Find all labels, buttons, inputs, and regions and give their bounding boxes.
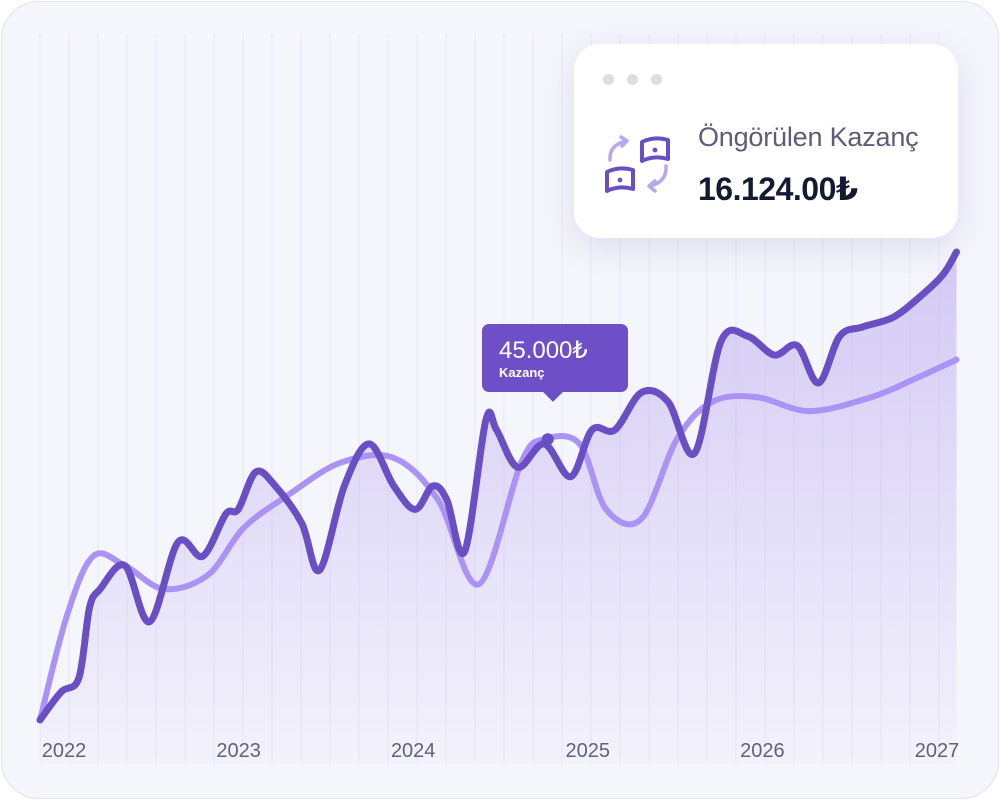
data-tooltip: 45.000₺ Kazanç — [482, 324, 628, 392]
area-fill — [40, 252, 957, 764]
tooltip-marker — [541, 433, 554, 446]
money-exchange-icon — [605, 135, 670, 193]
x-tick-label: 2026 — [740, 740, 785, 762]
series-line-primary — [36, 248, 960, 724]
series — [36, 248, 960, 724]
tooltip-label: Kazanç — [499, 365, 545, 380]
x-tick-label: 2024 — [391, 740, 436, 762]
x-tick-label: 2027 — [915, 740, 960, 762]
forecast-label: Öngörülen Kazanç — [698, 122, 919, 152]
x-tick-label: 2023 — [216, 740, 261, 762]
forecast-card: Öngörülen Kazanç 16.124.00₺ — [574, 44, 958, 238]
window-dots — [603, 74, 662, 85]
x-tick-label: 2025 — [566, 740, 611, 762]
forecast-value: 16.124.00₺ — [698, 171, 858, 207]
series-area-primary — [40, 252, 957, 764]
window-dot — [627, 74, 638, 85]
x-tick-label: 2022 — [42, 740, 87, 762]
window-dot — [603, 74, 614, 85]
markers — [541, 433, 554, 446]
x-axis: 2022 2023 2024 2025 2026 2027 — [42, 740, 960, 762]
window-dot — [651, 74, 662, 85]
series-line-secondary — [37, 356, 960, 723]
tooltip-value: 45.000₺ — [499, 337, 588, 364]
